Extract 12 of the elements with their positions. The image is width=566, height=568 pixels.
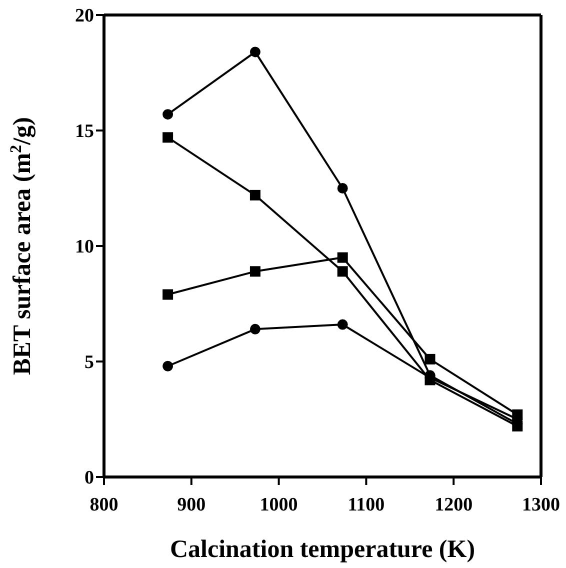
y-tick-label: 20 xyxy=(75,6,94,27)
x-tick-label: 1200 xyxy=(434,494,473,516)
y-tick-label: 0 xyxy=(84,468,94,489)
x-tick-label: 1300 xyxy=(522,494,560,516)
x-axis-title: Calcination temperature (K) xyxy=(170,536,476,563)
x-tick-label: 1000 xyxy=(260,494,298,516)
y-tick-label: 5 xyxy=(84,352,94,374)
x-tick-label: 1100 xyxy=(348,494,385,516)
y-tick-label: 15 xyxy=(75,121,94,142)
x-tick-label: 900 xyxy=(177,494,206,516)
x-tick-label: 800 xyxy=(90,494,118,516)
y-tick-label: 10 xyxy=(75,236,94,258)
